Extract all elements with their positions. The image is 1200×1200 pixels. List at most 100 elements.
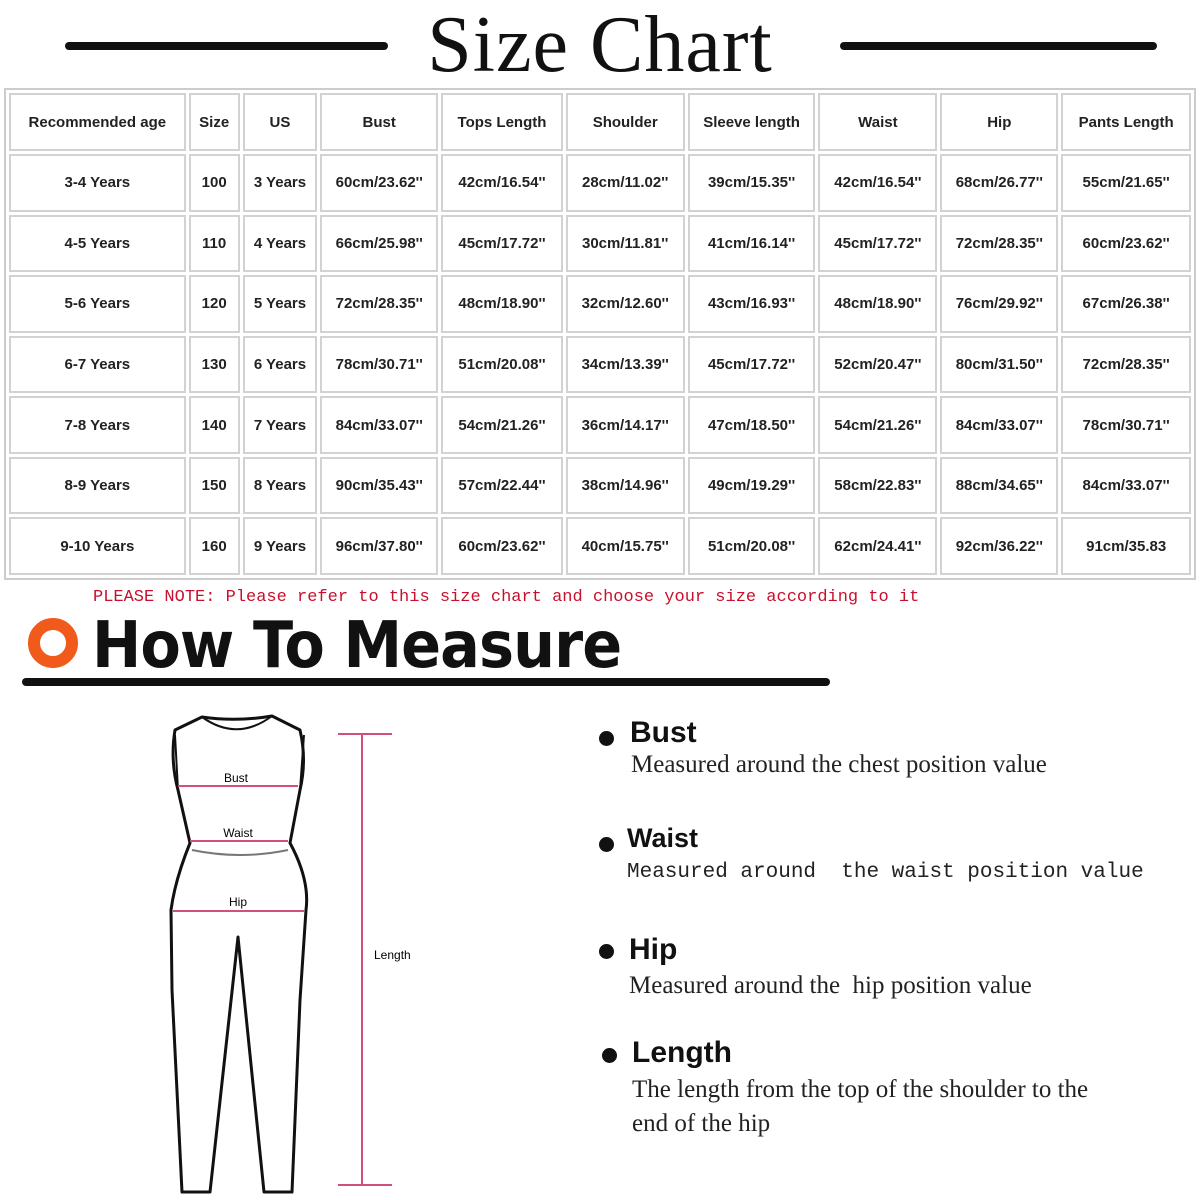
title-rule-left bbox=[65, 42, 388, 50]
table-row: 3-4 Years 100 3 Years 60cm/23.62'' 42cm/16.5… bbox=[9, 154, 1191, 212]
table-cell: 4-5 Years bbox=[9, 214, 186, 273]
table-row: 7-8 Years 140 7 Years 84cm/33.07'' 54cm/21.2… bbox=[9, 396, 1191, 454]
table-cell: 9-10 Years bbox=[9, 517, 186, 575]
table-cell: 43cm/16.93'' bbox=[687, 275, 816, 333]
bullet-icon bbox=[599, 837, 614, 852]
table-cell: 30cm/11.81'' bbox=[565, 214, 685, 273]
table-cell: 41cm/16.14'' bbox=[687, 214, 816, 273]
table-cell: 80cm/31.50'' bbox=[940, 335, 1059, 394]
item-desc-waist: Measured around the waist position value bbox=[627, 861, 1144, 884]
table-cell: 8-9 Years bbox=[9, 456, 186, 515]
table-cell: 60cm/23.62'' bbox=[320, 154, 439, 212]
table-cell: 48cm/18.90'' bbox=[441, 275, 563, 333]
bullet-icon bbox=[602, 1048, 617, 1063]
column-header: Hip bbox=[940, 93, 1059, 151]
table-cell: 54cm/21.26'' bbox=[818, 396, 938, 454]
table-cell: 45cm/17.72'' bbox=[818, 214, 938, 273]
table-cell: 66cm/25.98'' bbox=[320, 214, 439, 273]
table-cell: 110 bbox=[188, 214, 240, 273]
table-cell: 36cm/14.17'' bbox=[565, 396, 685, 454]
table-cell: 62cm/24.41'' bbox=[818, 517, 938, 575]
column-header: Bust bbox=[320, 93, 439, 151]
table-cell: 51cm/20.08'' bbox=[687, 517, 816, 575]
table-cell: 60cm/23.62'' bbox=[1061, 214, 1191, 273]
table-cell: 34cm/13.39'' bbox=[565, 335, 685, 394]
table-cell: 160 bbox=[188, 517, 240, 575]
table-cell: 91cm/35.83 bbox=[1061, 517, 1191, 575]
table-cell: 78cm/30.71'' bbox=[320, 335, 439, 394]
table-cell: 55cm/21.65'' bbox=[1061, 154, 1191, 212]
figure-label-bust: Bust bbox=[224, 771, 249, 785]
measure-title-underline bbox=[22, 678, 830, 686]
item-desc-length: The length from the top of the shoulder … bbox=[632, 1076, 1089, 1137]
item-heading-bust: Bust bbox=[630, 716, 697, 749]
table-cell: 54cm/21.26'' bbox=[441, 396, 563, 454]
table-cell: 100 bbox=[188, 154, 240, 212]
table-cell: 7 Years bbox=[242, 396, 318, 454]
figure-label-hip: Hip bbox=[229, 895, 247, 909]
table-cell: 72cm/28.35'' bbox=[1061, 335, 1191, 394]
table-cell: 9 Years bbox=[242, 517, 318, 575]
jumpsuit-outline bbox=[169, 714, 309, 1194]
size-table: Recommended age Size US Bust Tops Length Shou… bbox=[4, 88, 1196, 580]
table-cell: 150 bbox=[188, 456, 240, 515]
table-cell: 45cm/17.72'' bbox=[687, 335, 816, 394]
table-cell: 57cm/22.44'' bbox=[441, 456, 563, 515]
table-cell: 67cm/26.38'' bbox=[1061, 275, 1191, 333]
bullet-icon bbox=[599, 944, 614, 959]
item-heading-hip: Hip bbox=[629, 933, 678, 966]
table-cell: 39cm/15.35'' bbox=[687, 154, 816, 212]
table-cell: 60cm/23.62'' bbox=[441, 517, 563, 575]
table-cell: 90cm/35.43'' bbox=[320, 456, 439, 515]
table-cell: 3 Years bbox=[242, 154, 318, 212]
table-row: 6-7 Years 130 6 Years 78cm/30.71'' 51cm/20.0… bbox=[9, 335, 1191, 394]
table-cell: 40cm/15.75'' bbox=[565, 517, 685, 575]
item-desc-hip: Measured around the hip position value bbox=[629, 972, 1032, 999]
table-cell: 3-4 Years bbox=[9, 154, 186, 212]
table-cell: 92cm/36.22'' bbox=[940, 517, 1059, 575]
table-cell: 28cm/11.02'' bbox=[565, 154, 685, 212]
table-cell: 7-8 Years bbox=[9, 396, 186, 454]
measure-lines bbox=[173, 733, 392, 1186]
table-row: 4-5 Years 110 4 Years 66cm/25.98'' 45cm/17.7… bbox=[9, 214, 1191, 273]
table-cell: 84cm/33.07'' bbox=[1061, 456, 1191, 515]
table-cell: 6-7 Years bbox=[9, 335, 186, 394]
table-cell: 45cm/17.72'' bbox=[441, 214, 563, 273]
table-row: 5-6 Years 120 5 Years 72cm/28.35'' 48cm/18.9… bbox=[9, 275, 1191, 333]
table-row: 9-10 Years 160 9 Years 96cm/37.80'' 60cm/23.… bbox=[9, 517, 1191, 575]
table-cell: 48cm/18.90'' bbox=[818, 275, 938, 333]
table-cell: 38cm/14.96'' bbox=[565, 456, 685, 515]
figure-label-waist: Waist bbox=[223, 826, 253, 840]
table-cell: 120 bbox=[188, 275, 240, 333]
page-title: Size Chart bbox=[427, 1, 773, 89]
column-header: Pants Length bbox=[1061, 93, 1191, 151]
column-header: Tops Length bbox=[441, 93, 563, 151]
figure-label-length: Length bbox=[374, 948, 411, 962]
table-cell: 42cm/16.54'' bbox=[818, 154, 938, 212]
table-cell: 8 Years bbox=[242, 456, 318, 515]
column-header: Waist bbox=[818, 93, 938, 151]
table-cell: 6 Years bbox=[242, 335, 318, 394]
title-rule-right bbox=[840, 42, 1157, 50]
column-header: US bbox=[242, 93, 318, 151]
table-cell: 76cm/29.92'' bbox=[940, 275, 1059, 333]
item-heading-length: Length bbox=[632, 1036, 732, 1069]
column-header: Sleeve length bbox=[687, 93, 816, 151]
table-cell: 58cm/22.83'' bbox=[818, 456, 938, 515]
measure-title: How To Measure bbox=[92, 609, 622, 683]
table-row: 8-9 Years 150 8 Years 90cm/35.43'' 57cm/22.4… bbox=[9, 456, 1191, 515]
table-cell: 4 Years bbox=[242, 214, 318, 273]
table-cell: 32cm/12.60'' bbox=[565, 275, 685, 333]
table-cell: 47cm/18.50'' bbox=[687, 396, 816, 454]
table-cell: 72cm/28.35'' bbox=[940, 214, 1059, 273]
table-cell: 68cm/26.77'' bbox=[940, 154, 1059, 212]
table-header-row: Recommended age Size US Bust Tops Length Shou… bbox=[9, 93, 1191, 151]
bullet-icon bbox=[599, 731, 614, 746]
table-cell: 42cm/16.54'' bbox=[441, 154, 563, 212]
table-cell: 84cm/33.07'' bbox=[940, 396, 1059, 454]
table-cell: 52cm/20.47'' bbox=[818, 335, 938, 394]
table-cell: 130 bbox=[188, 335, 240, 394]
table-cell: 5-6 Years bbox=[9, 275, 186, 333]
size-note: PLEASE NOTE: Please refer to this size c… bbox=[93, 588, 920, 607]
